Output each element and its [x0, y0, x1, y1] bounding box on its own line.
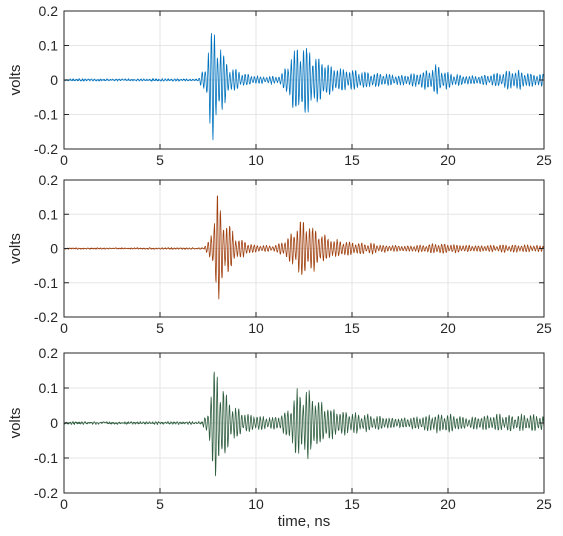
- x-tick-label: 15: [344, 152, 360, 168]
- y-tick-label: 0.1: [39, 206, 59, 222]
- x-tick-label: 0: [60, 152, 68, 168]
- y-axis-label: volts: [7, 233, 24, 264]
- series-line: [63, 195, 545, 300]
- series-line: [63, 33, 545, 141]
- x-tick-label: 15: [344, 496, 360, 512]
- tick-marks: [63, 10, 545, 150]
- y-tick-label: 0: [50, 415, 58, 431]
- x-tick-label: 20: [440, 152, 456, 168]
- y-tick-label: -0.2: [34, 141, 58, 157]
- series-group: [63, 371, 545, 477]
- x-tick-label: 25: [536, 320, 552, 336]
- x-tick-label: 25: [536, 152, 552, 168]
- y-tick-label: 0.2: [39, 172, 59, 188]
- tick-marks: [63, 179, 545, 318]
- subplot-3: 0 5 10 15 20 25 0.2 0.1 0 -0.1 -0.2 volts time, ns: [7, 345, 552, 530]
- y-axis-label: volts: [7, 408, 24, 439]
- x-tick-label: 10: [248, 496, 264, 512]
- x-tick-label: 0: [60, 496, 68, 512]
- y-tick-label: -0.1: [34, 275, 58, 291]
- series-group: [63, 195, 545, 300]
- x-tick-label: 5: [156, 320, 164, 336]
- y-tick-label: 0.1: [39, 38, 59, 54]
- subplot-stack: 0 5 10 15 20 25 0.2 0.1 0 -0.1 -0.2 volts 0 5 10 15 20 25…: [7, 3, 552, 530]
- series-line: [63, 371, 545, 477]
- x-tick-label: 5: [156, 152, 164, 168]
- x-tick-label: 10: [248, 152, 264, 168]
- y-tick-label: -0.2: [34, 485, 58, 501]
- x-tick-label: 5: [156, 496, 164, 512]
- y-tick-label: 0: [50, 241, 58, 257]
- y-tick-label: 0.2: [39, 3, 59, 19]
- x-tick-label: 0: [60, 320, 68, 336]
- subplot-1: 0 5 10 15 20 25 0.2 0.1 0 -0.1 -0.2 volts: [7, 3, 552, 168]
- y-tick-label: 0.1: [39, 380, 59, 396]
- subplot-2: 0 5 10 15 20 25 0.2 0.1 0 -0.1 -0.2 volts: [7, 172, 552, 336]
- y-tick-label: 0: [50, 72, 58, 88]
- x-tick-label: 20: [440, 496, 456, 512]
- y-tick-label: -0.1: [34, 450, 58, 466]
- y-tick-label: -0.1: [34, 107, 58, 123]
- y-tick-label: 0.2: [39, 345, 59, 361]
- x-tick-label: 10: [248, 320, 264, 336]
- tick-marks: [63, 352, 545, 494]
- y-axis-label: volts: [7, 65, 24, 96]
- x-tick-label: 25: [536, 496, 552, 512]
- x-tick-label: 20: [440, 320, 456, 336]
- x-tick-label: 15: [344, 320, 360, 336]
- y-tick-label: -0.2: [34, 309, 58, 325]
- x-axis-label: time, ns: [278, 513, 331, 530]
- series-group: [63, 33, 545, 141]
